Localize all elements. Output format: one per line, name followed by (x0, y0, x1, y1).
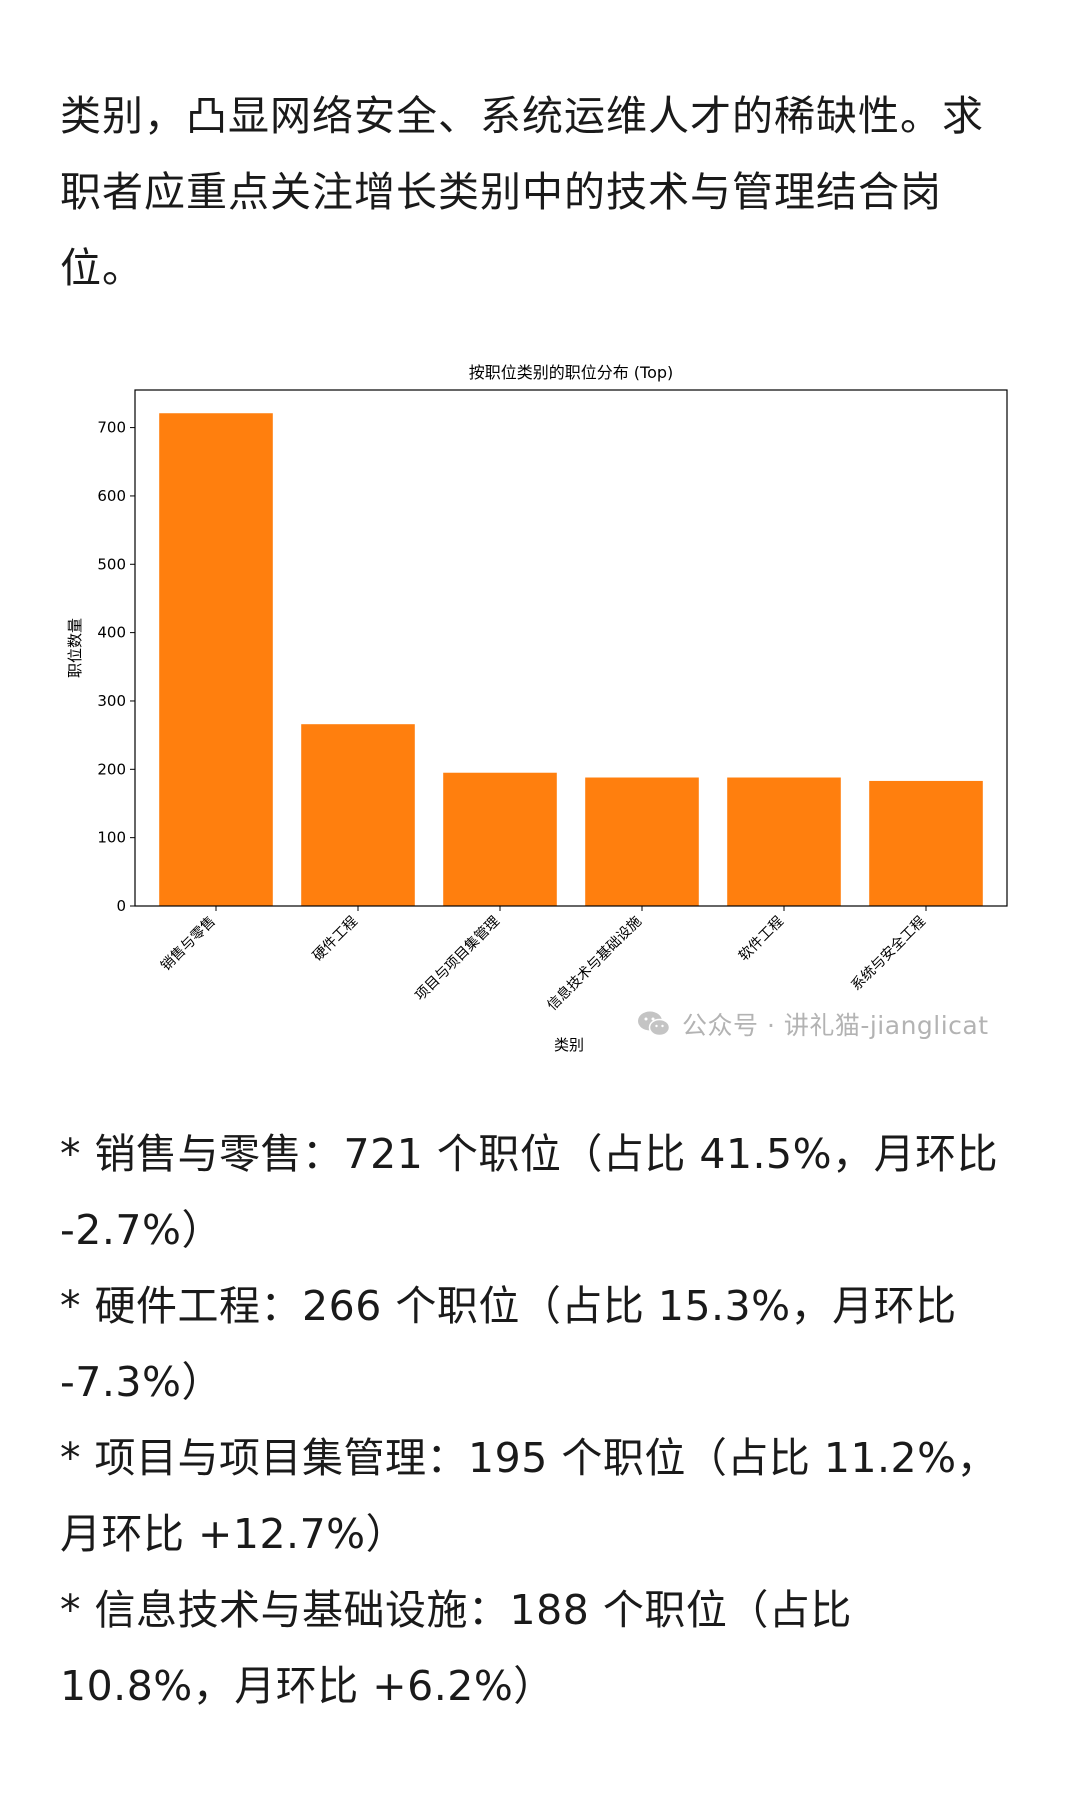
y-tick-label: 200 (97, 760, 126, 778)
list-item: * 硬件工程：266 个职位（占比 15.3%，月环比 -7.3%） (60, 1282, 957, 1406)
x-tick-label: 销售与零售 (158, 914, 219, 975)
bar (727, 777, 841, 906)
list-item: * 销售与零售：721 个职位（占比 41.5%，月环比 -2.7%） (60, 1130, 999, 1254)
list-item: * 信息技术与基础设施：188 个职位（占比 10.8%，月环比 +6.2%） (60, 1586, 852, 1710)
y-tick-label: 400 (97, 624, 126, 642)
y-tick-label: 0 (116, 897, 126, 915)
list-item: * 项目与项目集管理：195 个职位（占比 11.2%，月环比 +12.7%） (60, 1434, 999, 1558)
y-tick-label: 300 (97, 692, 126, 710)
y-tick-label: 100 (97, 829, 126, 847)
intro-paragraph: 类别，凸显网络安全、系统运维人才的稀缺性。求职者应重点关注增长类别中的技术与管理… (60, 92, 984, 292)
bar (159, 413, 273, 906)
bar (869, 780, 983, 906)
x-axis-label: 类别 (554, 1036, 584, 1054)
y-tick-label: 700 (97, 419, 126, 437)
bar-chart-svg: 按职位类别的职位分布 (Top) 销售与零售 硬件工程 项目与项目集管理 信息技术与基础… (66, 363, 1008, 1054)
bar (301, 724, 415, 906)
x-tick-label: 信息技术与基础设施 (544, 913, 645, 1014)
x-tick-label: 软件工程 (736, 914, 787, 965)
x-tick-label: 硬件工程 (310, 914, 361, 965)
plot-frame (134, 389, 1008, 907)
y-axis-label: 职位数量 (66, 618, 84, 678)
bar-chart: 按职位类别的职位分布 (Top) 销售与零售 硬件工程 项目与项目集管理 信息技术与基础… (0, 340, 1080, 1070)
watermark: 公众号 · 讲礼猫-jianglicat (636, 1004, 989, 1044)
x-tick-label: 项目与项目集管理 (412, 913, 503, 1004)
bar (443, 772, 557, 906)
watermark-text: 公众号 · 讲礼猫-jianglicat (682, 1011, 989, 1040)
x-tick-label: 系统与安全工程 (848, 913, 929, 994)
chart-title: 按职位类别的职位分布 (Top) (469, 363, 674, 382)
y-tick-label: 600 (97, 487, 126, 505)
wechat-icon (638, 1011, 671, 1037)
bar (585, 777, 699, 906)
y-tick-label: 500 (97, 555, 126, 573)
